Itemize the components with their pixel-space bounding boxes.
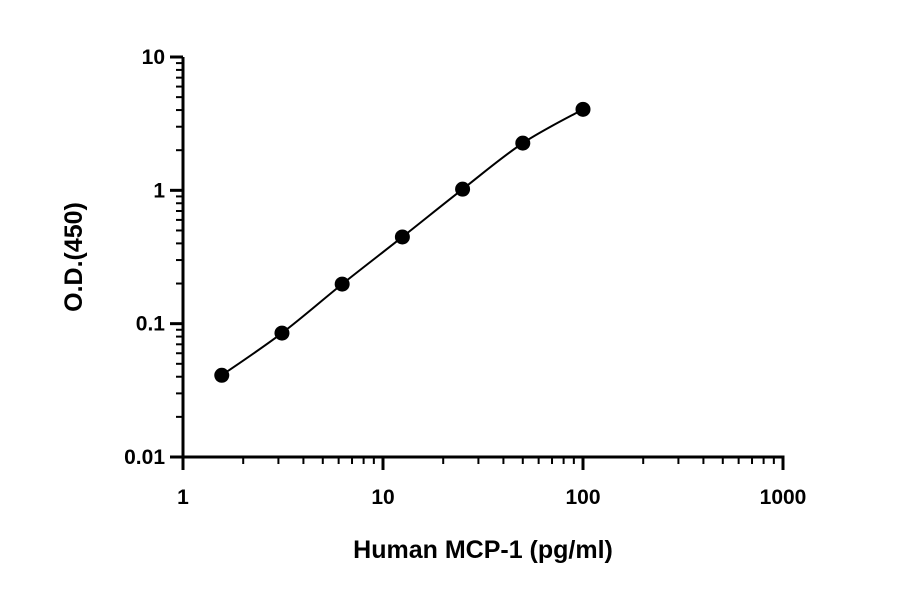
axes: 0.01 0.1 1 10 1 10 100 1000 <box>124 46 806 509</box>
y-axis-ticks: 0.01 0.1 1 10 <box>124 46 183 469</box>
y-tick-label: 10 <box>142 46 165 69</box>
y-tick-label: 0.1 <box>136 313 166 336</box>
y-axis-title: O.D.(450) <box>60 202 88 312</box>
plot-area <box>214 101 591 383</box>
x-tick-label: 1 <box>177 486 189 509</box>
data-points <box>214 101 591 383</box>
x-axis-ticks: 1 10 100 1000 <box>177 457 806 509</box>
data-point <box>575 101 591 117</box>
x-tick-label: 100 <box>565 486 600 509</box>
x-tick-label: 1000 <box>760 486 807 509</box>
data-point <box>274 325 290 341</box>
data-point <box>394 229 410 245</box>
x-axis-title: Human MCP-1 (pg/ml) <box>353 536 613 564</box>
y-tick-label: 0.01 <box>124 446 165 469</box>
y-tick-label: 1 <box>153 179 165 202</box>
data-point <box>455 181 471 197</box>
x-tick-label: 10 <box>371 486 394 509</box>
data-point <box>515 135 531 151</box>
data-point <box>334 276 350 292</box>
data-point <box>214 367 230 383</box>
